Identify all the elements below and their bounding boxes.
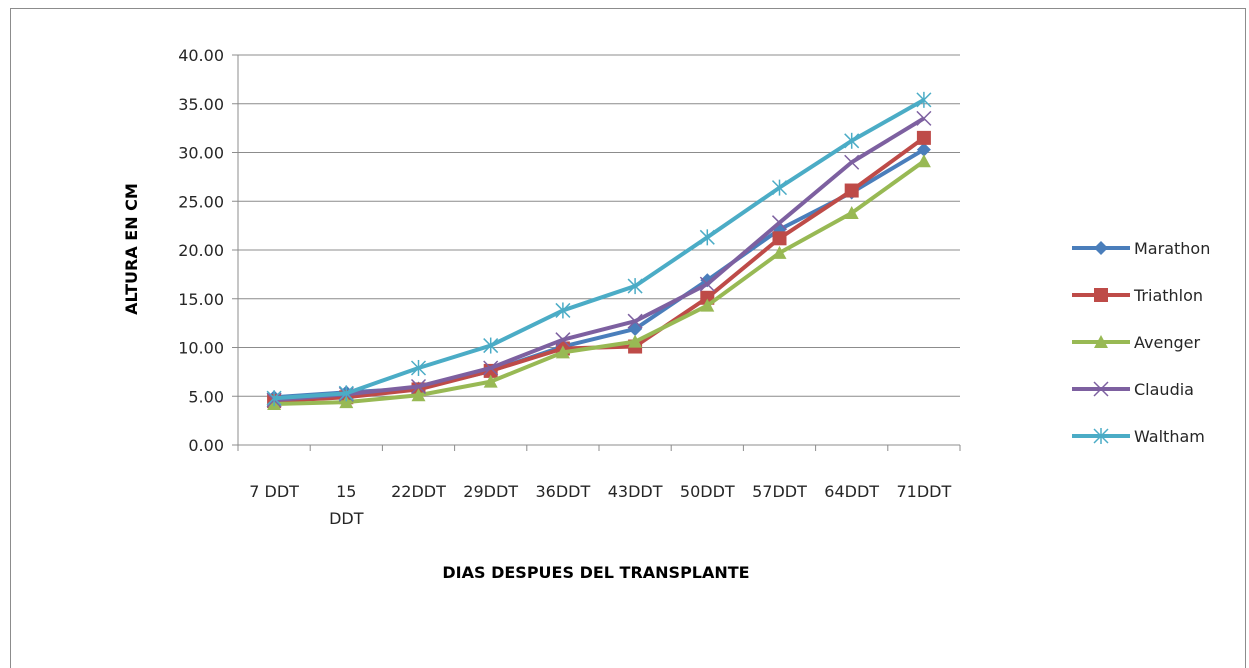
x-tick-label: 50DDT xyxy=(680,482,735,501)
data-point-x-stroke xyxy=(483,360,499,376)
series-waltham xyxy=(266,91,932,407)
x-tick-label: 22DDT xyxy=(391,482,446,501)
data-point-x xyxy=(555,332,571,348)
legend-label: Claudia xyxy=(1134,380,1194,399)
x-tick-label: 15 xyxy=(336,482,356,501)
axes xyxy=(232,54,961,451)
legend-label: Avenger xyxy=(1134,333,1200,352)
data-point-star xyxy=(916,91,932,108)
series-layer xyxy=(266,91,932,411)
series-line xyxy=(273,147,925,400)
series-line xyxy=(273,116,925,403)
x-tick-label: 43DDT xyxy=(608,482,663,501)
data-point-square xyxy=(1094,288,1108,302)
y-axis-title: ALTURA EN CM xyxy=(122,183,141,315)
data-point-star xyxy=(483,337,499,354)
data-point-x-stroke xyxy=(916,110,932,126)
y-tick-label: 15.00 xyxy=(178,290,224,309)
data-point-x xyxy=(410,378,427,395)
x-tick-label: 71DDT xyxy=(897,482,952,501)
legend-item: Marathon xyxy=(1072,239,1210,258)
data-point-x xyxy=(627,313,643,329)
data-point-triangle xyxy=(916,154,931,168)
data-point-x xyxy=(1093,381,1109,397)
data-point-star xyxy=(627,278,643,295)
data-point-x-stroke xyxy=(1093,381,1109,397)
legend-label: Waltham xyxy=(1134,427,1205,446)
data-point-square xyxy=(916,130,931,145)
data-point-x xyxy=(483,360,499,376)
data-point-star xyxy=(771,179,788,196)
series-avenger xyxy=(267,154,931,411)
y-tick-label: 20.00 xyxy=(178,241,224,260)
legend-label: Triathlon xyxy=(1133,286,1203,305)
legend-item: Waltham xyxy=(1072,427,1205,446)
series-triathlon xyxy=(267,130,931,409)
legend-item: Claudia xyxy=(1072,380,1194,399)
y-tick-label: 10.00 xyxy=(178,339,224,358)
x-tick-labels: 7 DDT 15 DDT 22DDT 29DDT 36DDT 43DDT 50DDT 57DDT… xyxy=(249,482,951,528)
data-point-x xyxy=(771,215,788,231)
y-tick-labels: 0.00 5.00 10.00 15.00 20.00 25.00 30.00 35.00 40… xyxy=(178,46,224,455)
data-point-x xyxy=(844,154,860,170)
y-tick-label: 5.00 xyxy=(188,387,224,406)
series-line xyxy=(273,98,925,401)
data-point-diamond xyxy=(1094,241,1108,255)
x-tick-label: 36DDT xyxy=(536,482,591,501)
data-point-triangle xyxy=(628,334,643,348)
y-tick-label: 30.00 xyxy=(178,144,224,163)
chart-area xyxy=(10,8,1246,668)
x-axis-title: DIAS DESPUES DEL TRANSPLANTE xyxy=(442,563,749,582)
data-point-star xyxy=(338,385,354,402)
legend-label: Marathon xyxy=(1134,239,1210,258)
data-point-x-stroke xyxy=(627,313,643,329)
data-point-diamond xyxy=(916,142,931,157)
data-point-x-stroke xyxy=(844,154,860,170)
data-point-x-stroke xyxy=(410,378,427,395)
x-tick-label: 7 DDT xyxy=(249,482,299,501)
data-point-star xyxy=(1093,428,1109,444)
data-point-x xyxy=(699,276,715,292)
data-point-star xyxy=(699,229,715,246)
x-tick-label: 57DDT xyxy=(752,482,807,501)
data-point-triangle xyxy=(555,345,570,359)
data-point-square xyxy=(844,183,859,198)
data-point-x xyxy=(916,110,932,126)
y-tick-label: 40.00 xyxy=(178,46,224,65)
data-point-triangle xyxy=(700,298,715,312)
legend-item: Avenger xyxy=(1072,333,1200,352)
y-tick-label: 35.00 xyxy=(178,95,224,114)
y-tick-label: 25.00 xyxy=(178,192,224,211)
series-line xyxy=(274,159,926,407)
y-tick-label: 0.00 xyxy=(188,436,224,455)
data-point-star xyxy=(266,390,282,407)
data-point-triangle xyxy=(411,388,426,402)
data-point-star xyxy=(844,132,860,149)
data-point-x-stroke xyxy=(771,215,788,231)
legend: Marathon Triathlon Avenger Claudia Waltham xyxy=(1072,239,1210,446)
x-tick-label: DDT xyxy=(329,509,364,528)
x-tick-label: 64DDT xyxy=(824,482,879,501)
series-line xyxy=(273,136,926,404)
data-point-star xyxy=(555,302,571,319)
data-point-triangle xyxy=(339,395,354,409)
data-point-x-stroke xyxy=(555,332,571,348)
legend-item: Triathlon xyxy=(1072,286,1203,305)
data-point-x-stroke xyxy=(699,276,715,292)
data-point-star xyxy=(410,359,427,376)
data-point-triangle xyxy=(483,374,498,388)
data-point-triangle xyxy=(1094,335,1108,348)
x-tick-label: 29DDT xyxy=(463,482,518,501)
data-point-square xyxy=(772,231,787,246)
data-point-triangle xyxy=(844,205,859,219)
data-point-triangle xyxy=(772,245,787,259)
